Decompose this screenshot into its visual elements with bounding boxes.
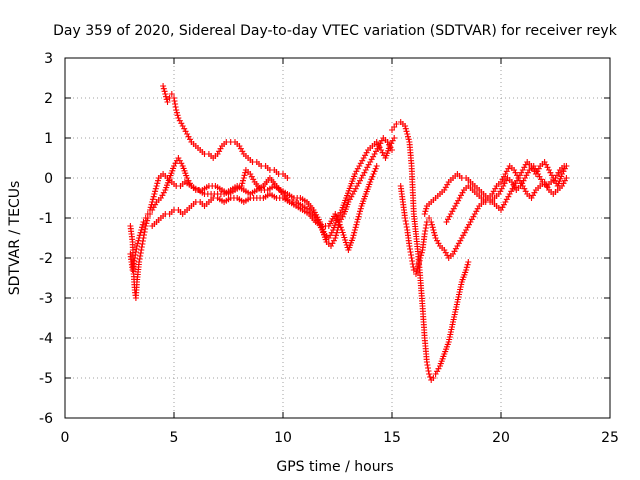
x-tick-label: 25: [601, 430, 619, 446]
x-tick-label: 20: [492, 430, 510, 446]
y-tick-label: -1: [39, 211, 53, 227]
y-tick-label: -3: [39, 291, 53, 307]
axis-ticks: 0 5 10 15 20 25 -6 -5 -4 -3 -2 -1 0 1 2 3: [39, 51, 619, 446]
y-tick-label: -6: [39, 411, 53, 427]
data-point-markers: [127, 135, 395, 273]
data-point-markers: [389, 119, 472, 383]
y-tick-label: -2: [39, 251, 53, 267]
data-point-markers: [127, 135, 398, 301]
y-tick-label: 1: [44, 131, 53, 147]
x-tick-label: 10: [274, 430, 292, 446]
y-tick-label: -4: [39, 331, 53, 347]
data-point-markers: [443, 163, 568, 225]
data-point-markers: [149, 163, 380, 253]
plot-frame: [64, 57, 611, 419]
series-track-a: [127, 135, 398, 301]
chart-title: Day 359 of 2020, Sidereal Day-to-day VTE…: [53, 23, 618, 39]
series-track-d: [160, 83, 291, 181]
y-tick-label: 2: [44, 91, 53, 107]
series-track-e: [389, 119, 472, 383]
series-track-b: [127, 135, 395, 273]
x-tick-label: 5: [170, 430, 179, 446]
series-track-f: [397, 163, 570, 277]
x-tick-label: 0: [61, 430, 70, 446]
x-tick-label: 15: [383, 430, 401, 446]
series-track-h: [443, 163, 568, 225]
y-tick-label: -5: [39, 371, 53, 387]
y-axis-label: SDTVAR / TECUs: [7, 181, 23, 296]
data-marks: [127, 83, 570, 383]
series-track-c: [149, 163, 380, 253]
y-tick-label: 0: [44, 171, 53, 187]
y-tick-label: 3: [44, 51, 53, 67]
series-track-g: [421, 159, 570, 217]
data-point-markers: [421, 159, 570, 217]
x-axis-label: GPS time / hours: [276, 459, 393, 475]
data-point-markers: [397, 163, 570, 277]
data-point-markers: [160, 83, 291, 181]
